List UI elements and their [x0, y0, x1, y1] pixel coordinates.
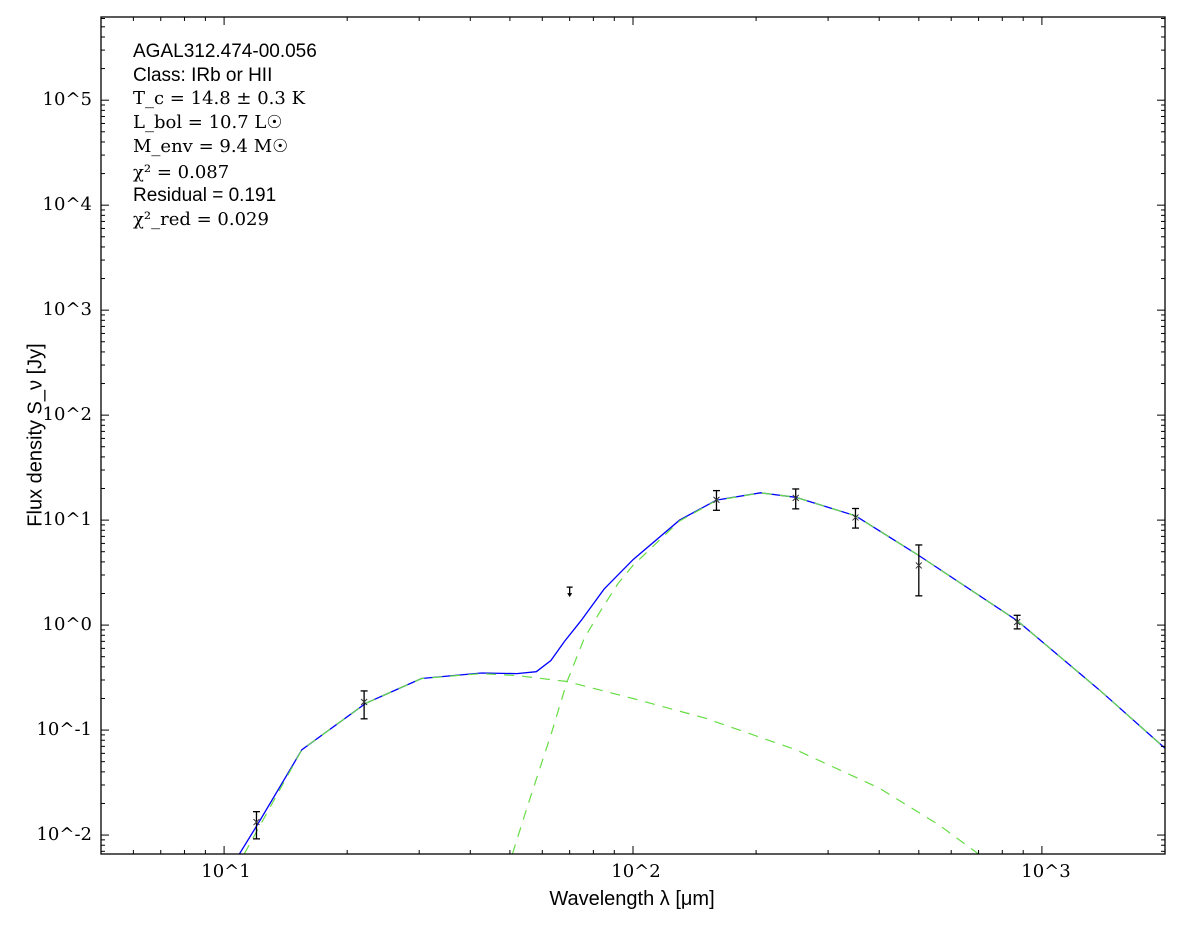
y-tick-label: 10^2 [42, 404, 92, 425]
y-tick-label: 10^-1 [36, 719, 92, 740]
y-tick-label: 10^5 [42, 89, 92, 110]
y-tick-label: 10^0 [42, 614, 92, 635]
data-point-marker [792, 494, 800, 502]
x-tick-label: 10^2 [611, 861, 661, 882]
data-point-marker [915, 562, 923, 569]
upper-limit-arrow [567, 593, 573, 598]
annotation-tc: T_c = 14.8 ± 0.3 K [133, 88, 306, 109]
annotation-lbol: L_bol = 10.7 L☉ [133, 112, 283, 133]
annotation-class: Class: IRb or HII [133, 65, 273, 86]
annotation-residual: Residual = 0.191 [133, 185, 277, 206]
y-tick-label: 10^1 [42, 509, 92, 530]
y-tick-label: 10^3 [42, 299, 92, 320]
model-component-line [511, 492, 1165, 854]
x-tick-label: 10^3 [1021, 861, 1071, 882]
y-tick-label: 10^-2 [36, 824, 92, 845]
x-tick-label: 10^1 [201, 861, 251, 882]
x-axis-label: Wavelength λ [μm] [549, 888, 715, 910]
y-axis-label: Flux density S_ν [Jy] [24, 343, 47, 527]
data-point-marker [852, 514, 859, 521]
data-point-marker [1013, 618, 1021, 626]
annotation-menv: M_env = 9.4 M☉ [133, 136, 289, 157]
data-point-marker [360, 698, 368, 706]
model-total-line [238, 492, 1165, 854]
y-tick-label: 10^4 [42, 194, 92, 215]
annotation-chi2: χ² = 0.087 [133, 162, 230, 183]
annotation-chi2red: χ²_red = 0.029 [133, 209, 269, 230]
data-point-marker [713, 496, 720, 504]
model-component-line [243, 672, 979, 854]
data-point-marker [253, 818, 260, 826]
annotation-source: AGAL312.474-00.056 [133, 41, 317, 62]
